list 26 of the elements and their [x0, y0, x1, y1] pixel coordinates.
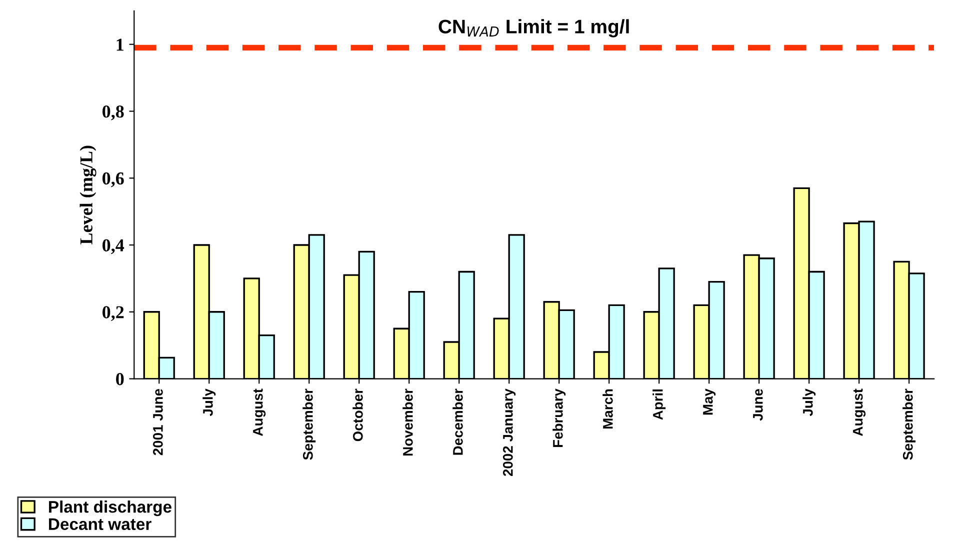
x-tick-label: June — [753, 388, 763, 421]
y-tick-label: 0,6 — [102, 172, 124, 188]
x-tick-label: August — [253, 388, 266, 436]
legend-label: Decant water — [49, 518, 152, 530]
x-tick-label: February — [552, 388, 566, 447]
x-tick-label: 2001 June — [153, 388, 163, 456]
x-tick-label: November — [402, 388, 413, 456]
y-tick-label: 0,2 — [102, 306, 124, 321]
x-tick-label: March — [602, 389, 613, 428]
x-tick-label: October — [352, 388, 363, 442]
y-tick-label: 1 — [116, 38, 124, 51]
x-tick-label: May — [703, 388, 716, 415]
x-tick-label: 2002 January — [502, 388, 516, 476]
x-tick-label: April — [652, 389, 666, 420]
x-tick-label: September — [902, 388, 916, 460]
x-tick-label: September — [302, 388, 316, 460]
y-axis-title: Level (mg/L) — [80, 146, 96, 244]
y-tick-label: 0,8 — [102, 105, 124, 120]
ref-line-label: CN$_{WAD}$ Limit = 1 mg/l — [438, 19, 629, 38]
x-tick-label: August — [853, 388, 866, 436]
legend-label: Plant discharge — [49, 500, 172, 516]
x-tick-label: July — [202, 388, 216, 416]
x-tick-label: December — [452, 388, 463, 455]
y-tick-label: 0,4 — [102, 239, 124, 254]
y-tick-label: 0 — [116, 373, 124, 386]
x-tick-label: July — [802, 388, 816, 416]
